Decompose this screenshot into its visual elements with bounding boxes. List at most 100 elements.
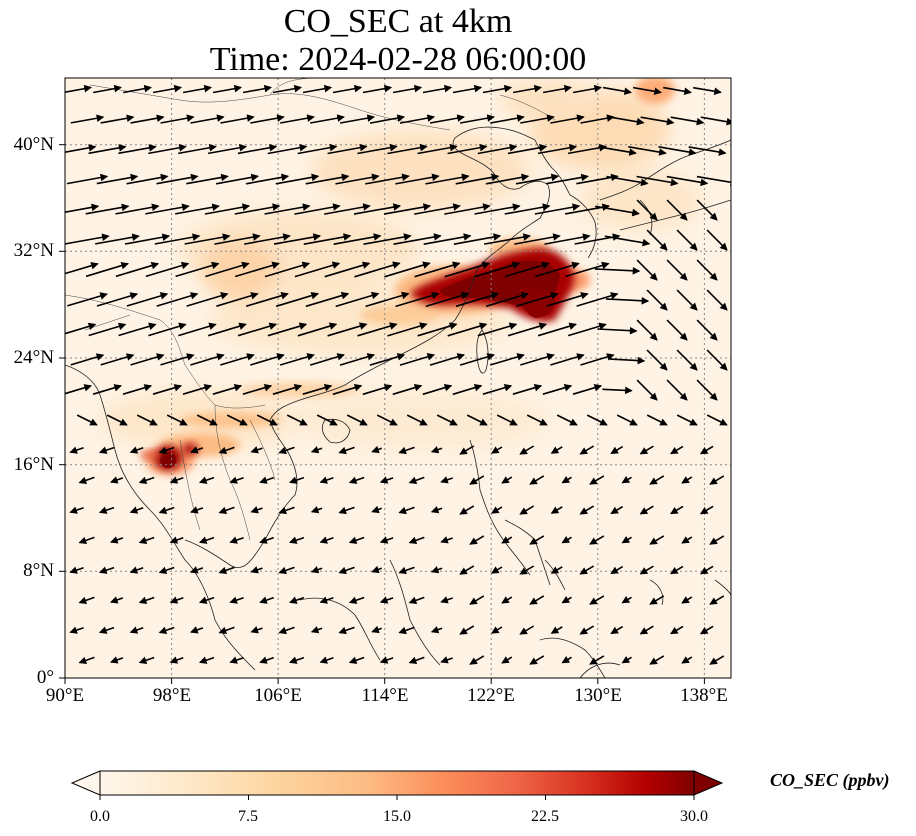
wind-arrow-head	[148, 144, 157, 152]
wind-arrow-head	[218, 506, 228, 514]
wind-arrow-shaft	[417, 145, 457, 155]
wind-arrow-shaft	[303, 235, 351, 245]
wind-arrow-head	[639, 447, 649, 455]
wind-arrow-head	[538, 322, 548, 330]
wind-arrow-shaft	[65, 235, 109, 245]
wind-arrow-head	[576, 353, 585, 361]
wind-arrow-head	[348, 656, 358, 664]
wind-arrow-shaft	[294, 205, 340, 215]
wind-arrow-head	[216, 114, 225, 122]
wind-arrow-head	[520, 291, 529, 300]
wind-arrow-shaft	[565, 262, 609, 278]
wind-arrow-head	[190, 506, 199, 514]
wind-arrow-head	[501, 536, 510, 544]
wind-arrow-shaft	[184, 235, 230, 245]
wind-arrow-head	[579, 627, 588, 635]
wind-arrow-head	[593, 84, 603, 93]
wind-arrow-head	[336, 353, 345, 361]
wind-arrow-shaft	[604, 235, 650, 245]
wind-arrow-head	[98, 566, 108, 574]
wind-arrow-head	[679, 332, 688, 341]
wind-arrow-head	[268, 143, 278, 152]
wind-arrow-head	[276, 353, 285, 361]
wind-arrow-head	[189, 292, 199, 300]
lat-tick-label: 0°	[36, 667, 54, 688]
wind-arrow-head	[621, 476, 631, 484]
wind-arrow-head	[216, 353, 225, 361]
wind-arrow-head	[120, 261, 129, 270]
wind-arrow-head	[198, 476, 208, 484]
wind-arrow-head	[98, 446, 108, 454]
wind-arrow-shaft	[483, 235, 531, 245]
wind-arrow-head	[426, 353, 436, 361]
wind-arrow-shaft	[115, 262, 159, 278]
wind-arrow-shaft	[264, 262, 310, 278]
wind-arrow-head	[259, 536, 268, 544]
wind-arrow-head	[479, 418, 488, 426]
wind-arrow-head	[306, 114, 315, 122]
wind-arrow-head	[546, 114, 555, 122]
wind-arrow-head	[681, 656, 690, 664]
country-borders	[65, 78, 556, 541]
wind-arrow-head	[289, 596, 298, 604]
wind-arrow-head	[259, 656, 268, 664]
wind-arrow-head	[389, 143, 398, 152]
wind-arrow-shaft	[576, 293, 618, 307]
wind-arrow-head	[719, 242, 728, 251]
wind-arrow-head	[138, 596, 148, 605]
lat-tick-label: 40°N	[13, 134, 54, 155]
wind-arrow-head	[683, 87, 692, 96]
wind-arrow-head	[319, 476, 328, 484]
wind-arrow-shaft	[215, 175, 259, 185]
axis-ticks	[59, 144, 705, 684]
wind-arrow-head	[623, 87, 633, 96]
wind-arrow-head	[211, 203, 220, 211]
wind-arrow-head	[649, 212, 658, 221]
wind-arrow-head	[550, 446, 560, 454]
wind-arrow-head	[392, 261, 401, 269]
colorbar-tick-label: 15.0	[383, 808, 411, 825]
wind-arrow-head	[90, 261, 99, 270]
wind-arrow-head	[501, 656, 510, 664]
wind-arrow-shaft	[65, 205, 99, 213]
wind-arrow-head	[719, 418, 728, 426]
wind-arrow-head	[649, 477, 658, 485]
wind-arrow-shaft	[546, 175, 588, 185]
wind-arrow-head	[541, 261, 550, 269]
wind-arrow-head	[379, 596, 389, 604]
wind-arrow-head	[501, 596, 510, 604]
wind-arrow-head	[159, 292, 169, 300]
wind-arrow-head	[408, 536, 418, 544]
wind-arrow-head	[129, 566, 139, 574]
wind-arrow-head	[408, 596, 418, 604]
lat-tick-label: 24°N	[13, 347, 54, 368]
wind-arrow-head	[582, 233, 591, 241]
wind-arrow-head	[299, 144, 308, 152]
wind-arrow-head	[459, 627, 468, 635]
wind-arrow-head	[129, 446, 139, 454]
wind-arrow-head	[306, 353, 315, 361]
wind-arrow-head	[403, 233, 412, 241]
wind-arrow-head	[158, 506, 168, 515]
wind-arrow-head	[401, 291, 410, 300]
wind-arrow-head	[641, 296, 650, 305]
wind-arrow-shaft	[485, 292, 529, 308]
wind-arrow-shaft	[393, 235, 441, 245]
wind-arrow-head	[579, 567, 588, 575]
wind-arrow-head	[220, 173, 229, 182]
wind-arrow-head	[209, 418, 218, 426]
wind-arrow-head	[331, 261, 341, 269]
wind-arrow-shaft	[264, 205, 310, 215]
wind-arrow-head	[579, 447, 588, 455]
wind-arrow-head	[473, 383, 483, 392]
wind-arrow-head	[561, 536, 571, 544]
wind-arrow-shaft	[395, 175, 439, 185]
colorbar-extend-min	[70, 770, 101, 796]
wind-arrow-shaft	[305, 175, 349, 185]
wind-arrow-head	[443, 383, 453, 392]
wind-arrow-shaft	[453, 235, 501, 245]
wind-arrow-head	[110, 476, 119, 484]
wind-arrow-head	[203, 84, 213, 93]
wind-arrow-head	[542, 203, 551, 211]
wind-arrow-head	[491, 506, 500, 514]
